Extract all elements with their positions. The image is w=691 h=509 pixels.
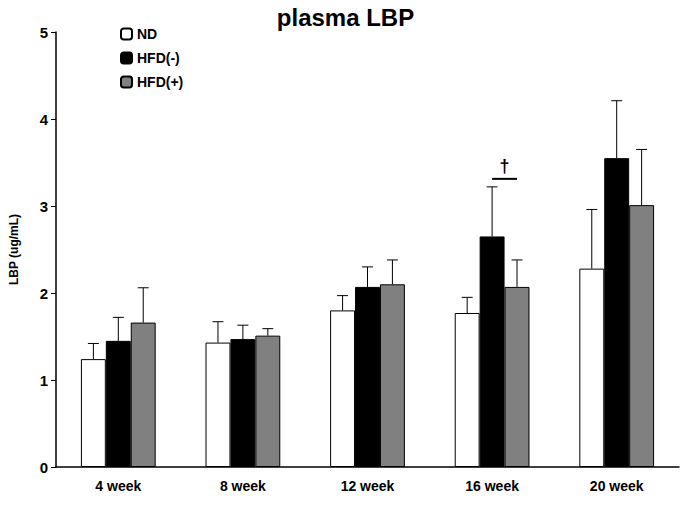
svg-text:1: 1 — [40, 372, 48, 389]
svg-text:2: 2 — [40, 285, 48, 302]
svg-text:4: 4 — [40, 111, 49, 128]
svg-text:4 week: 4 week — [95, 478, 141, 494]
svg-text:16 week: 16 week — [465, 478, 519, 494]
svg-text:LBP (ug/mL): LBP (ug/mL) — [7, 214, 21, 285]
svg-text:12 week: 12 week — [341, 478, 395, 494]
svg-text:plasma LBP: plasma LBP — [277, 4, 414, 31]
svg-text:HFD(-): HFD(-) — [137, 50, 180, 66]
svg-text:ND: ND — [137, 26, 157, 42]
svg-text:5: 5 — [40, 24, 48, 41]
svg-text:HFD(+): HFD(+) — [137, 74, 183, 90]
svg-text:†: † — [500, 156, 510, 176]
svg-text:20 week: 20 week — [590, 478, 644, 494]
svg-text:3: 3 — [40, 198, 48, 215]
svg-text:8 week: 8 week — [220, 478, 266, 494]
svg-text:0: 0 — [40, 459, 48, 476]
